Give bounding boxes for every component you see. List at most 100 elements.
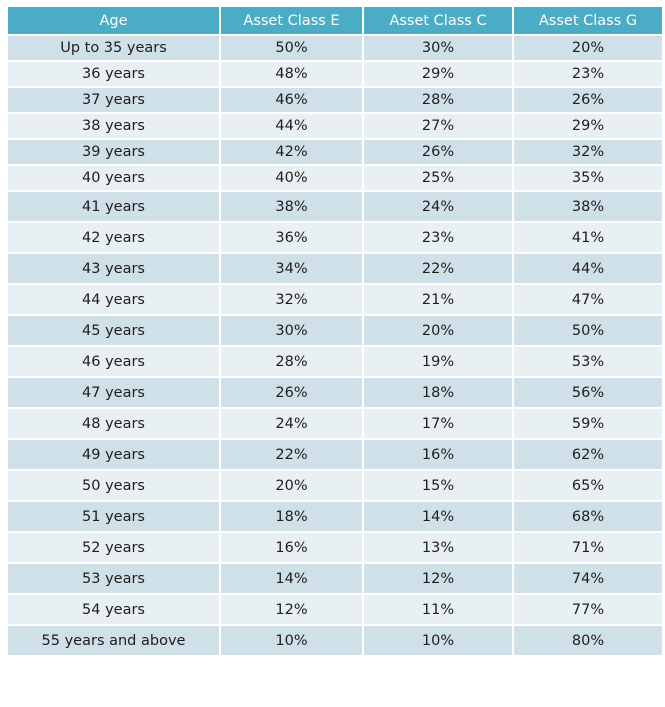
table-row: Up to 35 years 50% 30% 20%	[6, 34, 664, 62]
cell-asset-class-c: 23%	[362, 221, 514, 254]
table-row: 46 years 28% 19% 53%	[6, 345, 664, 378]
cell-asset-class-g: 68%	[512, 500, 664, 533]
cell-asset-class-g: 80%	[512, 624, 664, 657]
cell-asset-class-c: 17%	[362, 407, 514, 440]
cell-asset-class-g: 74%	[512, 562, 664, 595]
cell-age: 43 years	[6, 252, 221, 285]
cell-asset-class-g: 32%	[512, 138, 664, 166]
cell-asset-class-e: 36%	[219, 221, 364, 254]
cell-age: 48 years	[6, 407, 221, 440]
cell-asset-class-g: 35%	[512, 164, 664, 192]
cell-asset-class-g: 47%	[512, 283, 664, 316]
table-row: 53 years 14% 12% 74%	[6, 562, 664, 595]
cell-age: 55 years and above	[6, 624, 221, 657]
cell-asset-class-g: 65%	[512, 469, 664, 502]
cell-asset-class-e: 14%	[219, 562, 364, 595]
allocation-table-container: Age Asset Class E Asset Class C Asset Cl…	[6, 5, 664, 657]
table-row: 55 years and above 10% 10% 80%	[6, 624, 664, 657]
cell-asset-class-e: 20%	[219, 469, 364, 502]
cell-asset-class-c: 10%	[362, 624, 514, 657]
cell-asset-class-e: 40%	[219, 164, 364, 192]
cell-asset-class-g: 56%	[512, 376, 664, 409]
table-row: 36 years 48% 29% 23%	[6, 60, 664, 88]
table-row: 48 years 24% 17% 59%	[6, 407, 664, 440]
cell-asset-class-c: 13%	[362, 531, 514, 564]
table-row: 37 years 46% 28% 26%	[6, 86, 664, 114]
cell-asset-class-c: 12%	[362, 562, 514, 595]
table-row: 47 years 26% 18% 56%	[6, 376, 664, 409]
cell-asset-class-c: 21%	[362, 283, 514, 316]
cell-age: 41 years	[6, 190, 221, 223]
table-row: 45 years 30% 20% 50%	[6, 314, 664, 347]
cell-asset-class-c: 24%	[362, 190, 514, 223]
header-row: Age Asset Class E Asset Class C Asset Cl…	[6, 5, 664, 36]
table-row: 49 years 22% 16% 62%	[6, 438, 664, 471]
table-row: 54 years 12% 11% 77%	[6, 593, 664, 626]
cell-asset-class-e: 10%	[219, 624, 364, 657]
cell-asset-class-c: 26%	[362, 138, 514, 166]
header-asset-class-e: Asset Class E	[219, 5, 364, 36]
cell-age: Up to 35 years	[6, 34, 221, 62]
asset-allocation-table: Age Asset Class E Asset Class C Asset Cl…	[6, 5, 664, 657]
cell-asset-class-c: 28%	[362, 86, 514, 114]
cell-asset-class-c: 16%	[362, 438, 514, 471]
cell-asset-class-c: 18%	[362, 376, 514, 409]
cell-age: 42 years	[6, 221, 221, 254]
cell-asset-class-c: 30%	[362, 34, 514, 62]
header-asset-class-g: Asset Class G	[512, 5, 664, 36]
cell-asset-class-g: 53%	[512, 345, 664, 378]
cell-asset-class-e: 34%	[219, 252, 364, 285]
cell-age: 47 years	[6, 376, 221, 409]
cell-asset-class-c: 25%	[362, 164, 514, 192]
cell-asset-class-e: 50%	[219, 34, 364, 62]
cell-asset-class-c: 11%	[362, 593, 514, 626]
header-age: Age	[6, 5, 221, 36]
cell-asset-class-g: 26%	[512, 86, 664, 114]
cell-age: 53 years	[6, 562, 221, 595]
cell-asset-class-c: 19%	[362, 345, 514, 378]
cell-asset-class-g: 77%	[512, 593, 664, 626]
cell-asset-class-c: 14%	[362, 500, 514, 533]
cell-age: 40 years	[6, 164, 221, 192]
cell-asset-class-e: 46%	[219, 86, 364, 114]
table-row: 50 years 20% 15% 65%	[6, 469, 664, 502]
cell-asset-class-g: 23%	[512, 60, 664, 88]
header-asset-class-c: Asset Class C	[362, 5, 514, 36]
cell-asset-class-e: 26%	[219, 376, 364, 409]
cell-age: 36 years	[6, 60, 221, 88]
table-row: 41 years 38% 24% 38%	[6, 190, 664, 223]
cell-asset-class-g: 20%	[512, 34, 664, 62]
cell-age: 50 years	[6, 469, 221, 502]
cell-asset-class-e: 18%	[219, 500, 364, 533]
cell-asset-class-g: 38%	[512, 190, 664, 223]
cell-age: 51 years	[6, 500, 221, 533]
table-row: 51 years 18% 14% 68%	[6, 500, 664, 533]
cell-age: 38 years	[6, 112, 221, 140]
table-row: 44 years 32% 21% 47%	[6, 283, 664, 316]
cell-age: 54 years	[6, 593, 221, 626]
cell-asset-class-e: 22%	[219, 438, 364, 471]
cell-asset-class-e: 28%	[219, 345, 364, 378]
cell-asset-class-c: 29%	[362, 60, 514, 88]
cell-asset-class-g: 41%	[512, 221, 664, 254]
cell-asset-class-g: 29%	[512, 112, 664, 140]
cell-asset-class-e: 30%	[219, 314, 364, 347]
cell-age: 52 years	[6, 531, 221, 564]
table-header: Age Asset Class E Asset Class C Asset Cl…	[6, 5, 664, 36]
cell-asset-class-e: 44%	[219, 112, 364, 140]
cell-asset-class-g: 62%	[512, 438, 664, 471]
cell-age: 44 years	[6, 283, 221, 316]
cell-asset-class-c: 15%	[362, 469, 514, 502]
cell-asset-class-e: 42%	[219, 138, 364, 166]
cell-asset-class-g: 50%	[512, 314, 664, 347]
cell-asset-class-g: 44%	[512, 252, 664, 285]
cell-asset-class-e: 38%	[219, 190, 364, 223]
cell-age: 45 years	[6, 314, 221, 347]
cell-asset-class-e: 48%	[219, 60, 364, 88]
cell-asset-class-e: 12%	[219, 593, 364, 626]
cell-asset-class-e: 24%	[219, 407, 364, 440]
table-row: 39 years 42% 26% 32%	[6, 138, 664, 166]
cell-asset-class-e: 16%	[219, 531, 364, 564]
cell-asset-class-c: 20%	[362, 314, 514, 347]
table-row: 40 years 40% 25% 35%	[6, 164, 664, 192]
